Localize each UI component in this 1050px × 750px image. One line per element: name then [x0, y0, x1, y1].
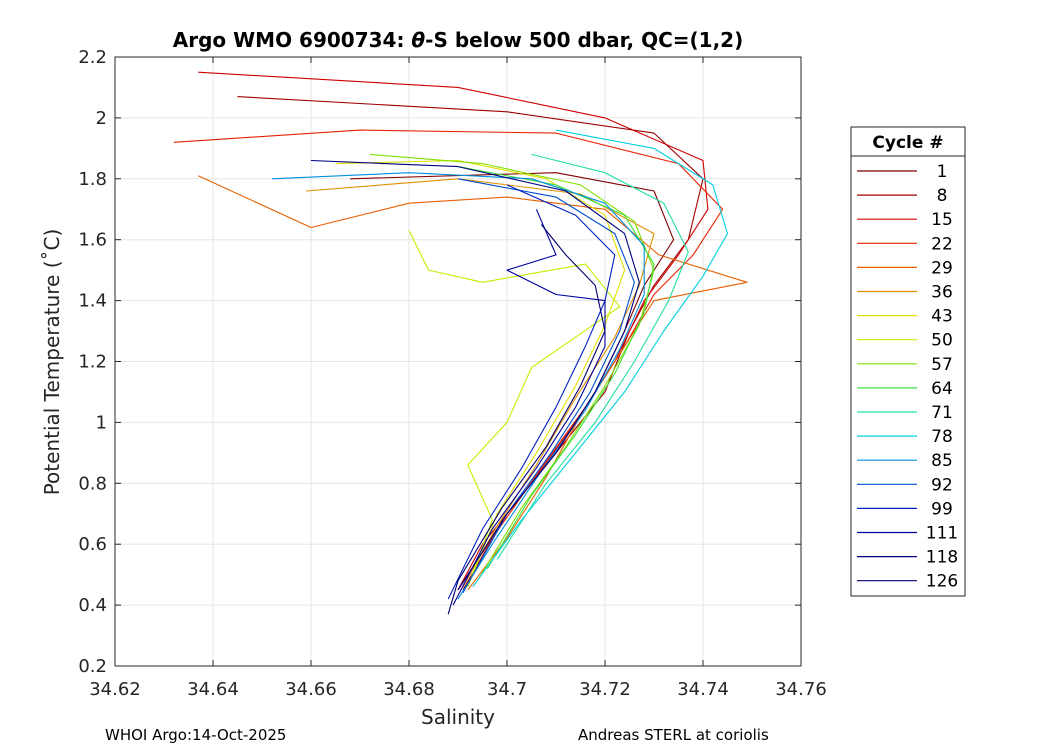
legend-label-8: 8: [937, 186, 948, 206]
series-line-cycle-15: [198, 71, 709, 591]
series-line-cycle-78: [472, 129, 729, 588]
y-tick-label: 1.2: [78, 352, 107, 373]
y-tick-label: 0.8: [78, 473, 107, 494]
legend-label-22: 22: [931, 234, 953, 254]
series-line-cycle-8: [237, 96, 704, 591]
legend-label-50: 50: [931, 331, 953, 351]
series-line-cycle-22: [173, 129, 724, 591]
x-axis-ticks: 34.62 34.64 34.66 34.68 34.7 34.72 34.74 34.76: [89, 57, 827, 700]
y-axis-label: Potential Temperature (˚C): [40, 229, 64, 496]
x-tick-label: 34.72: [579, 679, 631, 700]
legend-title: Cycle #: [872, 133, 943, 153]
y-tick-label: 0.2: [78, 656, 107, 677]
y-axis-ticks: 0.2 0.4 0.6 0.8 1 1.2 1.4 1.6 1.8 2 2.2: [78, 47, 801, 677]
grid-lines: [114, 56, 802, 667]
x-tick-label: 34.74: [677, 679, 729, 700]
y-tick-label: 2: [96, 108, 107, 129]
x-tick-label: 34.7: [487, 679, 527, 700]
legend-label-118: 118: [926, 548, 958, 568]
series-line-cycle-29: [198, 175, 748, 591]
legend-label-92: 92: [931, 475, 953, 495]
series-lines: [173, 71, 748, 615]
series-line-cycle-50: [408, 230, 621, 587]
legend: Cycle # 1 8 15 22 29 36 43 50 57 64 71 78 85 92 99 111 1…: [850, 126, 966, 597]
y-tick-label: 1.6: [78, 230, 107, 251]
legend-label-43: 43: [931, 307, 953, 327]
x-tick-label: 34.64: [187, 679, 239, 700]
legend-label-85: 85: [931, 451, 953, 471]
footer-source: WHOI Argo:14-Oct-2025: [105, 726, 287, 744]
y-tick-label: 1.4: [78, 291, 107, 312]
x-tick-label: 34.76: [775, 679, 827, 700]
legend-label-111: 111: [926, 524, 958, 544]
legend-label-1: 1: [937, 162, 948, 182]
legend-label-78: 78: [931, 427, 953, 447]
legend-label-99: 99: [931, 499, 953, 519]
series-line-cycle-43: [335, 159, 626, 588]
chart-title: Argo WMO 6900734: θ-S below 500 dbar, QC…: [173, 28, 743, 52]
series-line-cycle-126: [447, 224, 606, 615]
legend-label-71: 71: [931, 403, 953, 423]
series-line-cycle-85: [271, 172, 645, 600]
legend-label-29: 29: [931, 258, 953, 278]
series-line-cycle-92: [457, 178, 635, 594]
legend-label-15: 15: [931, 210, 953, 230]
x-tick-label: 34.66: [285, 679, 337, 700]
legend-label-64: 64: [931, 379, 953, 399]
series-line-cycle-99: [447, 184, 616, 600]
legend-label-57: 57: [931, 355, 953, 375]
x-axis-label: Salinity: [421, 705, 495, 729]
legend-box: [850, 126, 966, 597]
series-line-cycle-118: [310, 159, 640, 591]
series-line-cycle-111: [452, 209, 606, 606]
x-tick-label: 34.62: [89, 679, 141, 700]
series-line-cycle-71: [496, 153, 689, 560]
legend-label-126: 126: [926, 572, 958, 592]
y-tick-label: 1: [96, 412, 107, 433]
series-line-cycle-57: [369, 153, 655, 581]
y-tick-label: 1.8: [78, 169, 107, 190]
y-tick-label: 0.4: [78, 595, 107, 616]
x-tick-label: 34.68: [383, 679, 435, 700]
footer-author: Andreas STERL at coriolis: [578, 726, 769, 744]
legend-label-36: 36: [931, 283, 953, 303]
y-tick-label: 2.2: [78, 47, 107, 68]
y-tick-label: 0.6: [78, 534, 107, 555]
